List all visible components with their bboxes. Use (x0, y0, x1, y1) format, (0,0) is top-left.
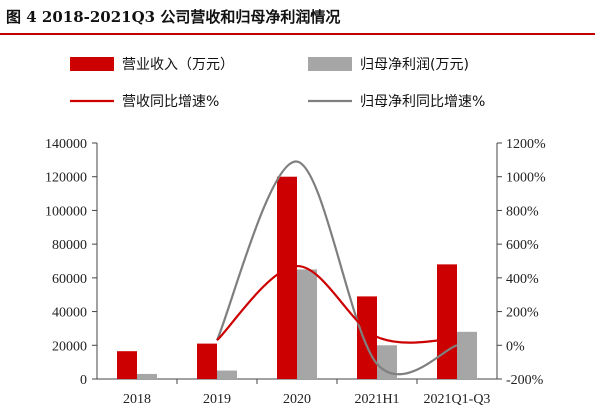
revenue-bar (357, 296, 377, 379)
legend-revenue-swatch (70, 57, 114, 71)
net-profit-growth-line (215, 160, 458, 376)
x-tick-label: 2020 (283, 392, 311, 407)
right-tick-label: 1000% (506, 171, 546, 186)
right-tick-label: 400% (506, 272, 539, 287)
legend-net-profit-label: 归母净利润(万元) (360, 56, 469, 73)
net-profit-bar (377, 345, 397, 379)
right-tick-label: 0% (506, 339, 525, 354)
left-tick-label: 60000 (52, 272, 87, 287)
net-profit-bar (457, 331, 477, 379)
left-tick-label: 0 (80, 373, 87, 388)
right-tick-label: 600% (506, 238, 539, 253)
right-tick-label: 800% (506, 204, 539, 219)
net-profit-bar (137, 373, 157, 379)
left-tick-label: 40000 (52, 306, 87, 321)
revenue-bar (117, 351, 137, 379)
left-tick-label: 100000 (45, 204, 87, 219)
revenue-growth-line (216, 264, 458, 344)
legend-net-profit-swatch (308, 57, 352, 71)
net-profit-bar (217, 370, 237, 379)
left-tick-label: 20000 (52, 339, 87, 354)
legend-net-profit-growth-label: 归母净利同比增速% (360, 93, 485, 110)
right-tick-label: 200% (506, 306, 539, 321)
net-profit-bar (297, 269, 317, 379)
right-tick-label: 1200% (506, 137, 546, 152)
x-tick-label: 2019 (203, 392, 231, 407)
x-tick-label: 2021Q1-Q3 (424, 392, 491, 407)
x-tick-label: 2018 (123, 392, 151, 407)
revenue-bar (437, 264, 457, 379)
revenue-bar (197, 343, 217, 379)
left-tick-label: 80000 (52, 238, 87, 253)
figure-title: 图 4 2018-2021Q3 公司营收和归母净利润情况 (6, 8, 341, 26)
left-tick-label: 140000 (45, 137, 87, 152)
right-tick-label: -200% (506, 373, 544, 388)
revenue-bar (277, 176, 297, 379)
title-rule (0, 33, 595, 35)
legend-revenue-growth-label: 营收同比增速% (122, 94, 219, 110)
legend-revenue-label: 营业收入（万元） (122, 57, 234, 73)
left-tick-label: 120000 (45, 171, 87, 186)
x-tick-label: 2021H1 (354, 392, 399, 407)
